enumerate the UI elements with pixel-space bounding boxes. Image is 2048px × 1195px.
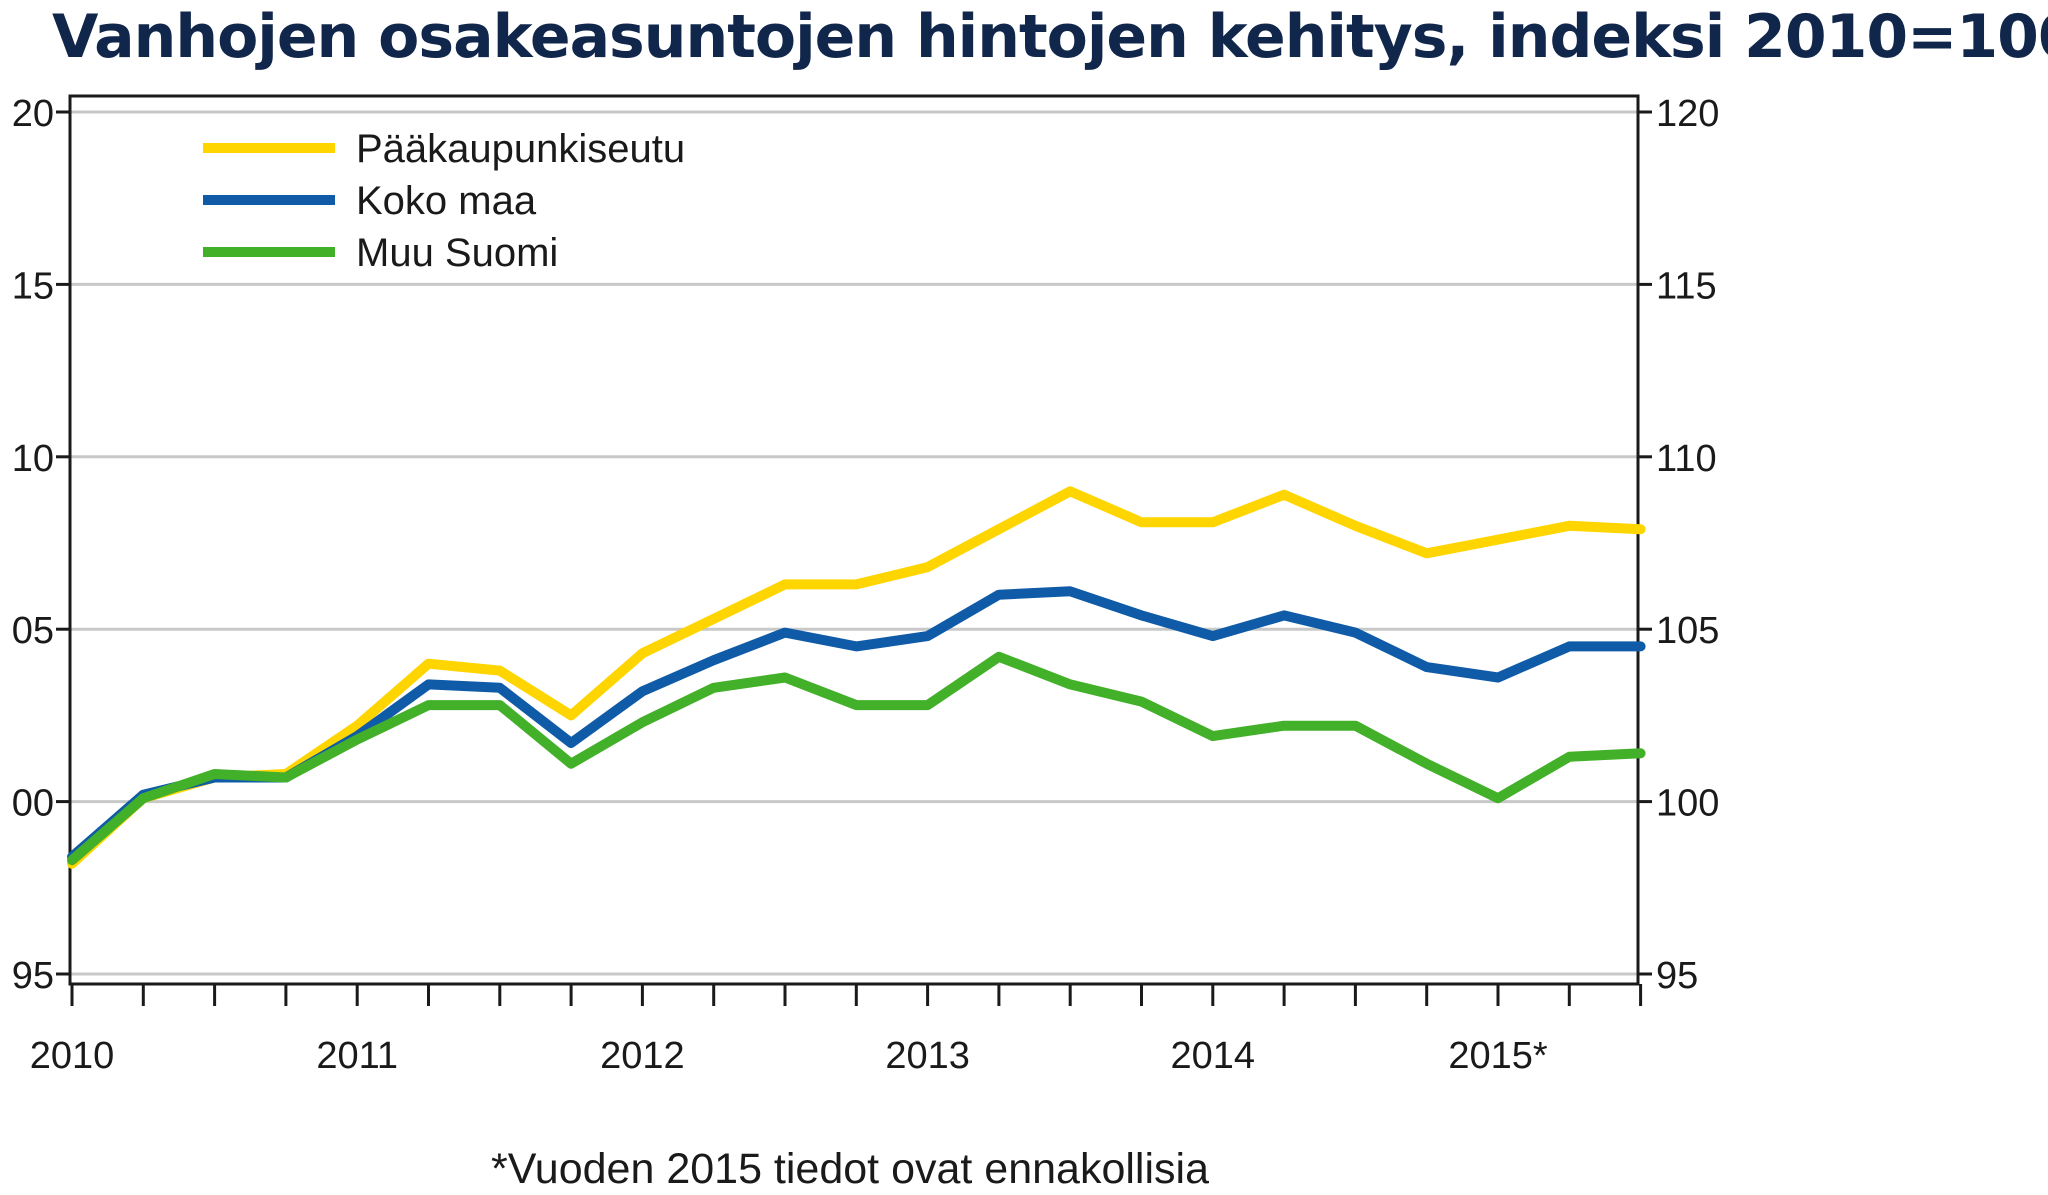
y-tick-label-right: 120 [1656,93,1719,135]
y-tick-label-right: 95 [1656,955,1698,997]
y-tick-label-left: 00 [12,783,54,825]
legend-label: Pääkaupunkiseutu [356,127,685,171]
legend: Pääkaupunkiseutu Koko maa Muu Suomi [203,127,685,275]
x-tick-label: 2011 [316,1035,398,1077]
series-line-2 [67,651,1646,866]
legend-label: Muu Suomi [356,231,558,275]
x-tick-label: 2012 [600,1035,685,1077]
x-tick-label: 2013 [885,1035,970,1077]
y-tick-label-left: 10 [12,438,54,480]
grid-lines [70,110,1638,976]
plot-frame [68,94,1640,986]
x-tick-label: 2014 [1171,1035,1256,1077]
y-tick-label-right: 110 [1656,438,1717,480]
y-tick-label-right: 100 [1656,783,1719,825]
footnote: *Vuoden 2015 tiedot ovat ennakollisia [490,1145,1209,1193]
y-tick-label-left: 20 [12,93,54,135]
x-tick-label: 2015* [1448,1035,1548,1077]
y-tick-label-right: 105 [1656,610,1719,652]
legend-label: Koko maa [356,179,537,223]
y-tick-label-left: 15 [12,265,54,307]
y-tick-label-left: 95 [12,955,54,997]
chart-title: Vanhojen osakeasuntojen hintojen kehitys… [52,2,2048,72]
y-tick-label-left: 05 [12,610,54,652]
series-line-0 [67,486,1646,869]
series-lines [67,486,1646,869]
series-line-1 [67,586,1646,862]
axes: 95 95 00 100 05 105 10 110 15 115 20 120 2010 2011 201… [12,93,1720,1077]
x-tick-label: 2010 [30,1035,115,1077]
y-tick-label-right: 115 [1656,265,1717,307]
